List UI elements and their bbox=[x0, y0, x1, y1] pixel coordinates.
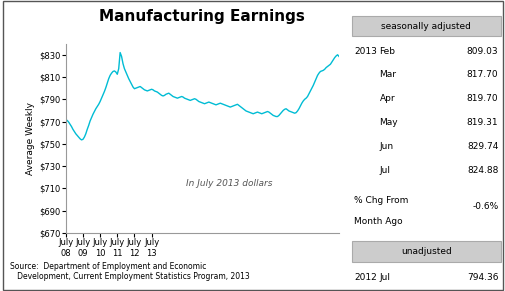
Text: Month Ago: Month Ago bbox=[354, 217, 402, 226]
Text: In July 2013 dollars: In July 2013 dollars bbox=[186, 179, 272, 188]
Text: Feb: Feb bbox=[379, 47, 395, 56]
Text: Jun: Jun bbox=[379, 142, 393, 151]
Text: Mar: Mar bbox=[379, 70, 396, 79]
Text: 2012: 2012 bbox=[354, 273, 376, 282]
Text: Apr: Apr bbox=[379, 94, 394, 103]
Text: 819.70: 819.70 bbox=[466, 94, 497, 103]
Text: Jul: Jul bbox=[379, 273, 390, 282]
Text: seasonally adjusted: seasonally adjusted bbox=[381, 22, 470, 31]
Text: Source:  Department of Employment and Economic
   Development, Current Employmen: Source: Department of Employment and Eco… bbox=[10, 262, 249, 281]
Text: % Chg From: % Chg From bbox=[354, 196, 408, 205]
Text: Manufacturing Earnings: Manufacturing Earnings bbox=[99, 9, 305, 24]
Text: 819.31: 819.31 bbox=[466, 118, 497, 127]
Text: 824.88: 824.88 bbox=[466, 166, 497, 175]
Text: -0.6%: -0.6% bbox=[471, 202, 497, 210]
Text: unadjusted: unadjusted bbox=[400, 247, 451, 256]
Text: May: May bbox=[379, 118, 397, 127]
Text: 817.70: 817.70 bbox=[466, 70, 497, 79]
Text: 809.03: 809.03 bbox=[466, 47, 497, 56]
Y-axis label: Average Weekly: Average Weekly bbox=[26, 102, 35, 175]
Text: 794.36: 794.36 bbox=[466, 273, 497, 282]
Text: Jul: Jul bbox=[379, 166, 390, 175]
Text: 829.74: 829.74 bbox=[466, 142, 497, 151]
Text: 2013: 2013 bbox=[354, 47, 376, 56]
